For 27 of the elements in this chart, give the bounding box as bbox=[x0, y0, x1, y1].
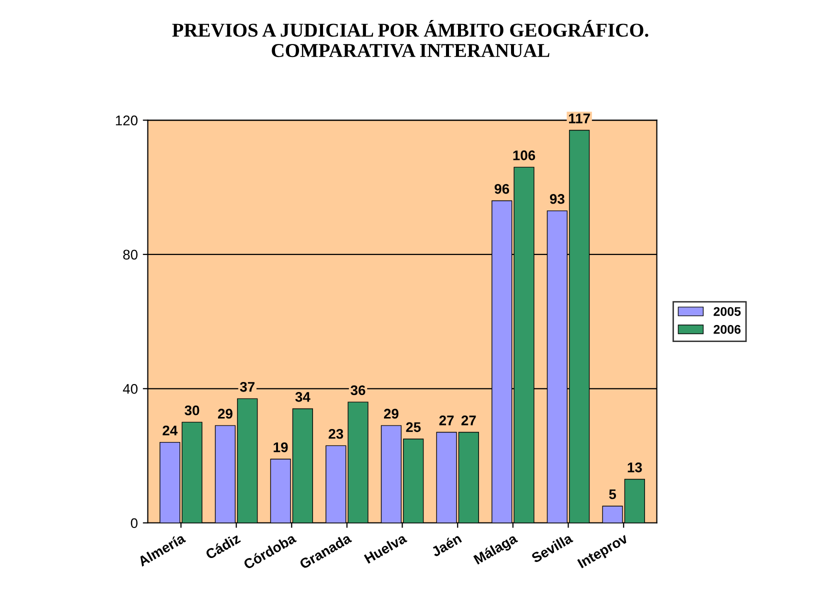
data-label: 30 bbox=[184, 405, 200, 416]
x-tick-label: Cádiz bbox=[204, 532, 241, 560]
x-tick-label: Jaén bbox=[430, 532, 462, 558]
y-tick-label: 0 bbox=[130, 518, 138, 528]
data-label: 36 bbox=[350, 385, 366, 396]
y-tick-label: 80 bbox=[123, 250, 138, 260]
data-label: 37 bbox=[240, 382, 254, 392]
data-label: 24 bbox=[162, 426, 178, 436]
data-label: 34 bbox=[295, 392, 310, 402]
data-label: 5 bbox=[609, 489, 616, 500]
data-label: 93 bbox=[550, 194, 564, 204]
data-label: 19 bbox=[274, 442, 288, 452]
legend-label: 2005 bbox=[714, 307, 741, 316]
data-label: 27 bbox=[461, 416, 476, 426]
data-label: 29 bbox=[218, 408, 232, 419]
data-label: 96 bbox=[494, 184, 510, 194]
y-tick-label: 40 bbox=[122, 384, 138, 394]
data-label: 27 bbox=[439, 416, 454, 426]
data-label: 23 bbox=[328, 428, 344, 439]
data-label: 13 bbox=[628, 462, 642, 472]
data-label: 25 bbox=[406, 422, 421, 432]
data-label: 106 bbox=[513, 150, 536, 160]
data-label: 29 bbox=[384, 408, 398, 419]
y-tick-label: 120 bbox=[116, 116, 138, 126]
legend-label: 2006 bbox=[714, 324, 741, 334]
data-label: 117 bbox=[569, 114, 590, 124]
chart-title: PREVIOS A JUDICIAL POR ÁMBITO GEOGRÁFICO. COMPARATIVA INTERANUAL bbox=[172, 20, 648, 58]
